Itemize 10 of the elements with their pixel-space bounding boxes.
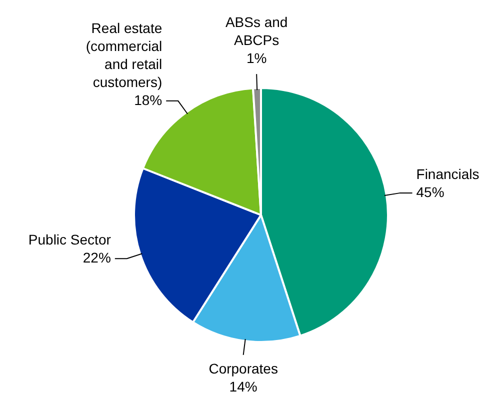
data-label: 22% — [82, 249, 111, 266]
slice-label: Corporates — [208, 360, 278, 377]
data-label: 1% — [246, 50, 267, 66]
slice-label: Public Sector — [28, 231, 112, 248]
data-label: 18% — [134, 92, 162, 108]
data-label: 14% — [229, 378, 258, 395]
slice-label: ABSs and ABCPs — [225, 14, 288, 48]
data-label: 45% — [416, 184, 444, 200]
slice-label: Financials — [416, 166, 480, 182]
slice-label: Real estate (commercial and retail customers) — [86, 20, 162, 90]
